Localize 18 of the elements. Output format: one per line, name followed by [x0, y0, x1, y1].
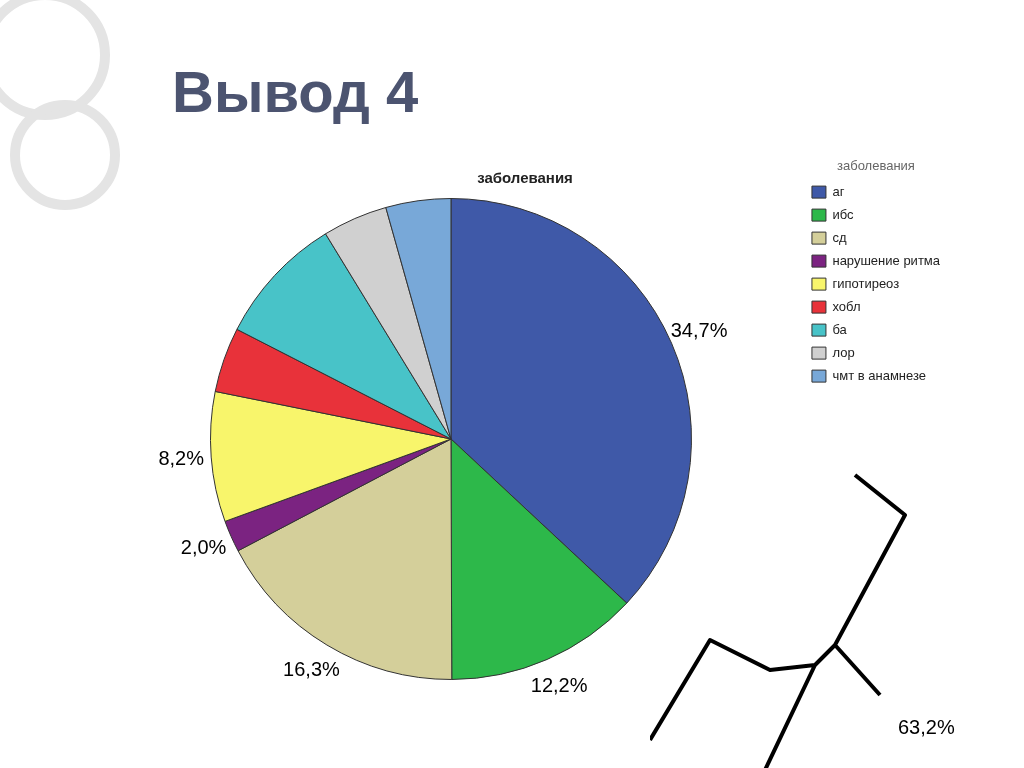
legend-title: заболевания — [837, 158, 915, 174]
data-label: 8,2% — [158, 446, 205, 469]
legend-label: хобл — [832, 298, 861, 314]
legend-label: ибс — [832, 206, 855, 222]
data-label: 34,7% — [670, 318, 728, 341]
legend-label: гипотиреоз — [832, 275, 900, 291]
data-label: 16,3% — [283, 658, 340, 681]
chart-title: Вывод 4 — [172, 58, 419, 125]
text: 63,2% — [898, 716, 955, 739]
data-label: 2,0% — [180, 535, 227, 558]
chart-subtitle: заболевания — [477, 169, 573, 187]
legend-label: лор — [832, 344, 855, 360]
legend-label: сд — [832, 229, 847, 245]
legend-label: нарушение ритма — [832, 252, 941, 268]
data-label: 12,2% — [530, 674, 588, 697]
legend-label: чмт в анамнезе — [832, 367, 926, 383]
legend-label: аг — [832, 183, 845, 199]
legend-label: ба — [832, 321, 848, 337]
